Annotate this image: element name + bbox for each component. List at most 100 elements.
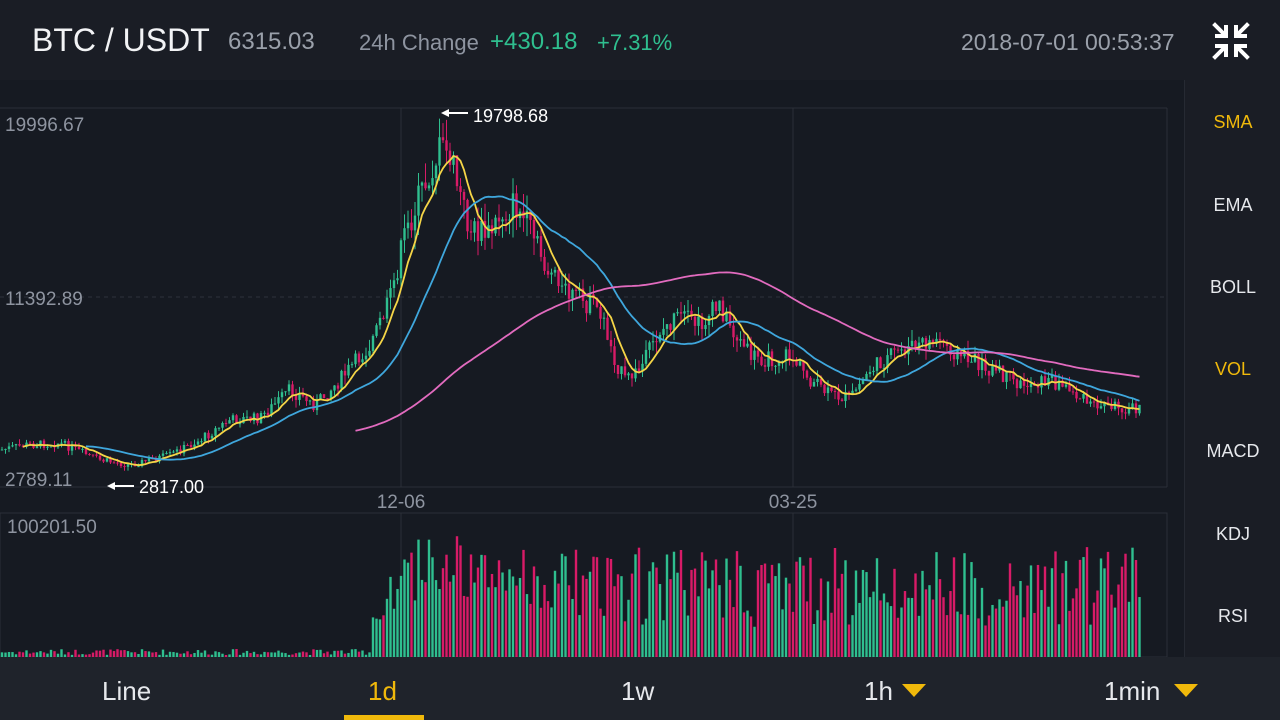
moving-averages-layer xyxy=(22,154,1140,467)
chart-area[interactable]: 19996.67 11392.89 2789.11 12-06 03-25 10… xyxy=(0,80,1180,658)
volume-bar xyxy=(459,545,462,657)
volume-bar xyxy=(392,608,396,657)
candle-body xyxy=(273,403,277,405)
tab-1w[interactable]: 1w xyxy=(621,676,655,706)
candle-body xyxy=(441,137,445,141)
candle-body xyxy=(221,422,224,428)
candle-body xyxy=(879,357,882,369)
candlestick-chart[interactable]: 19996.67 11392.89 2789.11 12-06 03-25 10… xyxy=(0,80,1180,658)
candle-body xyxy=(1096,402,1099,409)
candle-body xyxy=(1075,391,1078,399)
tab-1min[interactable]: 1min xyxy=(1104,676,1161,706)
change-percent: +7.31% xyxy=(597,30,673,55)
volume-bar xyxy=(56,653,60,657)
indicator-macd[interactable]: MACD xyxy=(1206,441,1260,461)
volume-bar xyxy=(445,554,448,657)
volume-bar xyxy=(1131,547,1134,657)
candle-body xyxy=(389,288,392,298)
volume-bar xyxy=(511,576,515,657)
candle-body xyxy=(938,338,942,341)
candle-body xyxy=(476,221,480,241)
candle-body xyxy=(585,300,588,314)
indicator-ema[interactable]: EMA xyxy=(1213,195,1253,215)
indicator-rsi[interactable]: RSI xyxy=(1217,606,1248,626)
volume-bar xyxy=(452,575,455,657)
candle-body xyxy=(91,454,95,456)
volume-bar xyxy=(147,651,151,657)
volume-bar xyxy=(648,571,651,657)
candle-body xyxy=(595,298,599,307)
candle-body xyxy=(144,459,147,462)
volume-bar xyxy=(315,649,319,657)
candle-body xyxy=(350,364,354,366)
candle-body xyxy=(1012,372,1015,380)
indicator-boll[interactable]: BOLL xyxy=(1209,277,1257,297)
volume-bar xyxy=(242,652,245,657)
x-label-12-06: 12-06 xyxy=(377,492,426,513)
candle-body xyxy=(725,311,728,322)
volume-bar xyxy=(364,654,368,657)
volume-max-label: 100201.50 xyxy=(7,517,97,538)
candle-body xyxy=(504,219,508,221)
candle-body xyxy=(746,343,749,347)
indicator-kdj[interactable]: KDJ xyxy=(1215,524,1250,544)
indicator-vol[interactable]: VOL xyxy=(1214,359,1252,379)
candle-body xyxy=(1043,376,1047,386)
volume-bar xyxy=(385,598,389,657)
volume-bar xyxy=(81,654,84,657)
volume-bar xyxy=(585,578,588,657)
tab-1h[interactable]: 1h xyxy=(864,676,893,706)
tab-1d[interactable]: 1d xyxy=(368,676,397,706)
candle-body xyxy=(627,373,630,376)
candle-body xyxy=(767,351,770,367)
candle-body xyxy=(1068,384,1071,392)
candle-body xyxy=(924,338,928,349)
volume-bar xyxy=(322,653,326,657)
volume-bar xyxy=(1043,566,1047,657)
candle-body xyxy=(1082,394,1085,399)
volume-bar xyxy=(683,590,686,657)
candle-body xyxy=(630,373,634,379)
volume-bar xyxy=(644,618,648,657)
candle-body xyxy=(14,444,18,446)
volume-bar xyxy=(662,620,665,657)
candle-body xyxy=(81,448,84,450)
volume-bar xyxy=(42,652,46,657)
volume-bar xyxy=(287,654,291,657)
volume-bar xyxy=(448,581,452,657)
candle-body xyxy=(637,368,641,372)
candle-body xyxy=(168,452,172,454)
dropdown-caret-icon[interactable] xyxy=(1174,684,1198,697)
volume-bar xyxy=(28,653,32,657)
moving-average-line xyxy=(22,154,1140,467)
volume-bar xyxy=(312,649,315,657)
volume-bar xyxy=(756,570,760,657)
volume-bar xyxy=(970,562,973,657)
tab-line[interactable]: Line xyxy=(102,676,152,706)
volume-bar xyxy=(963,553,966,657)
volume-bar xyxy=(203,650,207,657)
candle-body xyxy=(119,462,123,467)
volume-bar xyxy=(354,649,357,657)
volume-bar xyxy=(700,552,704,657)
volume-bar xyxy=(623,621,627,657)
candle-body xyxy=(434,165,438,179)
candle-body xyxy=(854,389,858,391)
candle-body xyxy=(326,398,329,400)
dropdown-caret-icon[interactable] xyxy=(902,684,926,697)
active-tab-indicator xyxy=(344,715,424,720)
volume-bar xyxy=(280,652,284,657)
candle-body xyxy=(291,384,294,396)
volume-bar xyxy=(417,539,420,657)
volume-bar xyxy=(931,599,935,657)
indicator-sma[interactable]: SMA xyxy=(1213,112,1253,132)
candle-body xyxy=(826,387,830,394)
collapse-fullscreen-button[interactable] xyxy=(1212,22,1250,60)
volume-bar xyxy=(609,558,613,657)
candle-body xyxy=(970,361,973,363)
candle-body xyxy=(1085,394,1089,404)
volume-bar xyxy=(774,576,777,657)
volume-bar xyxy=(438,589,441,657)
candle-body xyxy=(343,370,347,376)
candle-body xyxy=(599,306,602,319)
